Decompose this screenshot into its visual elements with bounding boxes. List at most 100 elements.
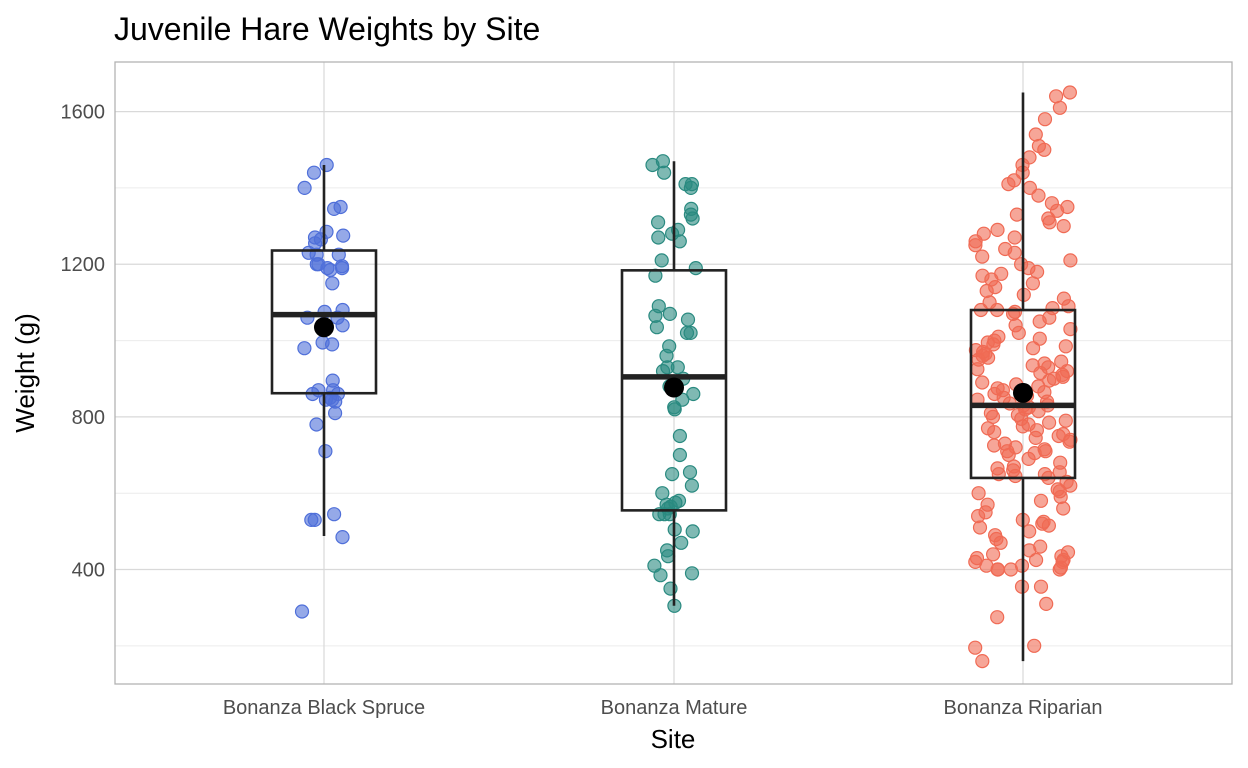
data-point [309,417,324,432]
data-point [1045,301,1060,316]
chart-title: Juvenile Hare Weights by Site [114,11,540,47]
data-point [1060,545,1076,560]
data-point [990,610,1005,625]
data-point [1063,253,1078,268]
data-point [990,461,1005,476]
data-point [987,528,1003,543]
data-point [672,428,688,444]
marks [270,85,1078,669]
data-point [1032,331,1047,346]
data-point [1007,304,1023,319]
data-point [968,343,984,358]
data-point [325,373,340,388]
y-axis-ticks: 400 800 1200 1600 [61,102,106,582]
data-point [680,312,696,327]
data-point [1041,211,1056,226]
data-point [971,486,986,501]
data-point [319,157,334,173]
data-point [1006,459,1022,474]
data-point [655,486,670,501]
x-tick-label: Bonanza Riparian [944,697,1103,719]
data-point [1025,341,1041,356]
data-point [1037,442,1052,457]
data-point [1060,199,1075,215]
data-point [1050,482,1065,497]
data-point [683,325,698,340]
data-point [650,215,666,230]
data-point [1039,596,1054,612]
data-point [662,306,678,321]
data-point [651,299,666,314]
data-point [976,226,991,241]
data-point [684,566,700,581]
data-point [972,520,988,535]
mean-point [314,317,334,338]
data-point [1033,539,1048,554]
data-point [985,547,1001,562]
data-point [1056,291,1072,306]
data-point [318,444,333,459]
data-point [1007,230,1022,245]
data-point [672,447,688,463]
data-point [333,199,348,215]
data-point [684,478,700,493]
data-point [980,497,995,512]
data-point [991,329,1006,344]
mean-point [1013,382,1033,403]
data-point [1037,356,1052,371]
data-point [294,604,310,619]
data-point [1056,501,1071,516]
data-point [1044,196,1060,211]
data-point [1009,207,1025,222]
data-point [297,180,312,195]
data-point [306,165,322,180]
y-axis-title: Weight (g) [10,313,40,432]
data-point [688,261,703,276]
data-point [682,465,698,480]
y-tick-label: 800 [72,407,105,429]
data-point [1037,112,1053,127]
data-point [651,230,666,245]
data-point [975,375,990,390]
data-point [664,467,680,482]
data-point [675,392,690,407]
data-point [990,222,1005,237]
data-point [1008,318,1023,333]
data-point [998,241,1013,257]
data-point [655,154,671,169]
data-point [1048,89,1064,104]
data-point [1025,358,1040,373]
data-point [975,268,990,283]
data-point [994,266,1009,281]
data-point [990,381,1005,396]
mean-point [664,377,684,398]
data-point [975,653,990,669]
x-axis-title: Site [651,724,696,754]
data-point [674,535,689,550]
data-point [1054,354,1069,369]
data-point [1041,415,1057,430]
data-point [671,493,687,508]
data-point [1028,552,1044,568]
data-point [1056,427,1071,442]
data-point [304,512,319,528]
data-point [319,224,334,239]
data-point [1056,219,1071,234]
box [620,269,728,512]
data-point [685,524,700,539]
data-point [1053,455,1068,470]
data-point [1033,579,1049,594]
data-point [1022,150,1037,165]
data-point [1058,339,1073,354]
data-point [1033,493,1049,508]
data-point [662,339,677,354]
data-point [975,249,990,264]
data-point [654,253,669,268]
data-point [325,276,340,291]
data-point [307,230,323,245]
data-point [1022,180,1038,195]
data-point [1031,379,1046,394]
data-point [997,436,1013,451]
y-tick-label: 400 [72,560,105,582]
